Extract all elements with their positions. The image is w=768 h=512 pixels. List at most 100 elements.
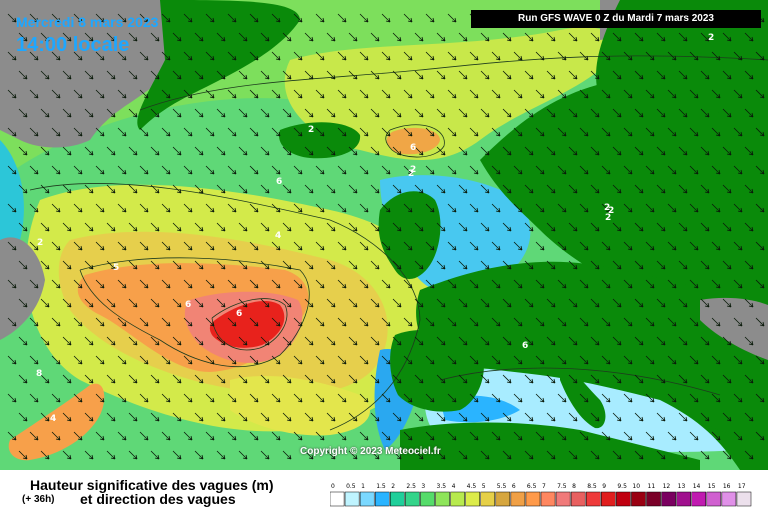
- wave-arrow: [106, 336, 116, 346]
- wave-arrow: [612, 450, 622, 460]
- wave-arrow: [590, 184, 600, 194]
- footer-subtitle: et direction des vagues: [80, 491, 236, 507]
- wave-arrow: [62, 222, 72, 232]
- wave-arrow: [722, 146, 732, 156]
- wave-arrow: [535, 279, 545, 289]
- wave-arrow: [260, 260, 270, 270]
- legend-swatch: [390, 491, 405, 507]
- wave-arrow: [73, 127, 83, 137]
- wave-arrow: [249, 127, 259, 137]
- wave-arrow: [139, 393, 149, 403]
- wave-arrow: [73, 165, 83, 175]
- wave-arrow: [359, 431, 369, 441]
- wave-arrow: [634, 450, 644, 460]
- band-orange-iceland: [386, 127, 440, 155]
- wave-arrow: [40, 184, 50, 194]
- wave-arrow: [51, 165, 61, 175]
- wave-arrow: [502, 450, 512, 460]
- wave-arrow: [579, 393, 589, 403]
- wave-arrow: [612, 412, 622, 422]
- wave-arrow: [744, 298, 754, 308]
- wave-arrow: [634, 298, 644, 308]
- wave-arrow: [326, 32, 336, 42]
- wave-arrow: [469, 165, 479, 175]
- wave-arrow: [700, 184, 710, 194]
- wave-arrow: [546, 32, 556, 42]
- wave-arrow: [150, 336, 160, 346]
- wave-arrow: [458, 70, 468, 80]
- wave-arrow: [62, 108, 72, 118]
- wave-arrow: [667, 241, 677, 251]
- wave-arrow: [634, 146, 644, 156]
- wave-arrow: [733, 431, 743, 441]
- wave-arrow: [326, 184, 336, 194]
- north-africa: [400, 422, 700, 470]
- wave-arrow: [689, 317, 699, 327]
- wave-arrow: [117, 393, 127, 403]
- wave-arrow: [161, 279, 171, 289]
- wave-arrow: [249, 393, 259, 403]
- wave-arrow: [370, 374, 380, 384]
- wave-arrow: [689, 89, 699, 99]
- wave-arrow: [128, 374, 138, 384]
- wave-arrow: [744, 412, 754, 422]
- wave-arrow: [106, 146, 116, 156]
- wave-arrow: [436, 450, 446, 460]
- wave-arrow: [524, 146, 534, 156]
- wave-arrow: [172, 260, 182, 270]
- wave-arrow: [447, 203, 457, 213]
- wave-arrow: [480, 146, 490, 156]
- wave-arrow: [62, 450, 72, 460]
- wave-arrow: [656, 146, 666, 156]
- wave-arrow: [359, 89, 369, 99]
- wave-arrow: [689, 203, 699, 213]
- wave-arrow: [205, 431, 215, 441]
- wave-arrow: [535, 393, 545, 403]
- legend-swatch: [736, 491, 752, 507]
- wave-arrow: [634, 32, 644, 42]
- wave-arrow: [436, 32, 446, 42]
- wave-arrow: [700, 70, 710, 80]
- wave-arrow: [656, 222, 666, 232]
- wave-arrow: [392, 412, 402, 422]
- wave-arrow: [128, 184, 138, 194]
- wave-arrow: [238, 70, 248, 80]
- wave-arrow: [612, 336, 622, 346]
- wave-arrow: [513, 127, 523, 137]
- wave-arrow: [381, 13, 391, 23]
- wave-arrow: [150, 450, 160, 460]
- wave-arrow: [755, 51, 765, 61]
- wave-arrow: [524, 298, 534, 308]
- wave-arrow: [502, 298, 512, 308]
- wave-arrow: [678, 336, 688, 346]
- wave-arrow: [579, 165, 589, 175]
- wave-arrow: [744, 450, 754, 460]
- legend-tick-label: 8: [572, 483, 576, 490]
- wave-arrow: [469, 355, 479, 365]
- wave-arrow: [634, 70, 644, 80]
- wave-arrow: [546, 298, 556, 308]
- wave-arrow: [392, 260, 402, 270]
- wave-arrow: [326, 108, 336, 118]
- wave-arrow: [645, 393, 655, 403]
- wave-arrow: [700, 336, 710, 346]
- wave-arrow: [678, 412, 688, 422]
- wave-arrow: [524, 184, 534, 194]
- wave-arrow: [205, 241, 215, 251]
- legend-swatch: [646, 491, 661, 507]
- wave-arrow: [414, 374, 424, 384]
- wave-arrow: [161, 13, 171, 23]
- contour-label: 2: [604, 203, 610, 213]
- legend-swatch: [435, 491, 450, 507]
- wave-arrow: [568, 260, 578, 270]
- wave-arrow: [590, 260, 600, 270]
- wave-arrow: [458, 184, 468, 194]
- wave-arrow: [260, 412, 270, 422]
- wave-arrow: [95, 431, 105, 441]
- wave-arrow: [183, 355, 193, 365]
- legend-tick-label: 15: [708, 483, 716, 490]
- wave-arrow: [249, 165, 259, 175]
- wave-arrow: [139, 355, 149, 365]
- wave-arrow: [304, 412, 314, 422]
